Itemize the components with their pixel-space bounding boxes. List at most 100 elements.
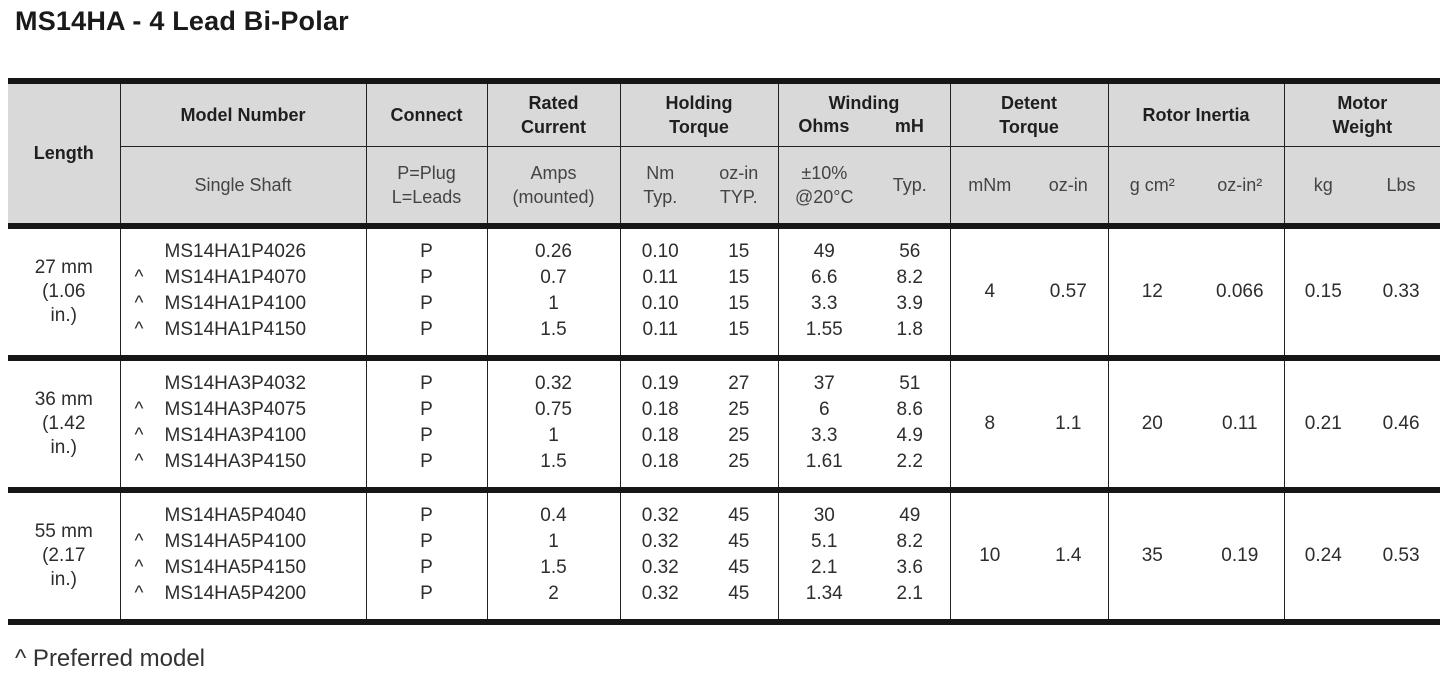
cell-length: 55 mm (2.17 in.) [34, 521, 93, 590]
cell-amps: 0.32 [486, 358, 620, 397]
subheader-winding-typ: Typ. [892, 174, 927, 195]
cell-detent-ozin: 1.1 [1055, 413, 1082, 434]
table-row: ^ MS14HA1P4150 P 1.5 0.11 15 1.55 1.8 [8, 317, 1440, 358]
cell-ohms: 1.61 [777, 449, 871, 490]
header-detent-torque: Detent Torque [949, 81, 1109, 147]
cell-nm: 0.10 [619, 226, 700, 265]
cell-connect: P [365, 449, 487, 490]
cell-rotor-ozin2: 0.066 [1216, 281, 1264, 302]
subheader-single-shaft: Single Shaft [119, 146, 366, 226]
cell-model: ^ MS14HA5P4100 [119, 529, 366, 555]
cell-nm: 0.18 [619, 449, 700, 490]
table-row: ^ MS14HA3P4150 P 1.5 0.18 25 1.61 2.2 [8, 449, 1440, 490]
cell-rotor-ozin2: 0.19 [1221, 545, 1259, 566]
cell-ohms: 3.3 [777, 423, 871, 449]
subheader-amps: Amps (mounted) [486, 146, 620, 226]
cell-ozin: 27 [728, 373, 750, 394]
cell-amps: 1 [486, 529, 620, 555]
block-36mm: 36 mm (1.42 in.) MS14HA3P4032 P 0.32 0.1… [8, 358, 1441, 490]
cell-nm: 0.18 [619, 423, 700, 449]
cell-ozin: 25 [728, 399, 750, 420]
cell-amps: 1.5 [486, 317, 620, 358]
cell-connect: P [365, 358, 487, 397]
subheader-nm-typ: Nm Typ. [619, 146, 700, 226]
cell-ozin: 45 [728, 505, 750, 526]
header-connect: Connect [365, 81, 487, 147]
cell-connect: P [365, 529, 487, 555]
cell-model: MS14HA5P4040 [119, 490, 366, 529]
cell-rotor-ozin2: 0.11 [1222, 413, 1258, 434]
cell-connect: P [365, 581, 487, 622]
cell-amps: 0.7 [486, 265, 620, 291]
cell-ohms: 1.55 [777, 317, 871, 358]
cell-ozin: 15 [728, 267, 750, 288]
table-row: 36 mm (1.42 in.) MS14HA3P4032 P 0.32 0.1… [8, 358, 1440, 490]
cell-model: MS14HA3P4032 [119, 358, 366, 397]
cell-mh: 51 [899, 373, 921, 394]
cell-detent-ozin: 0.57 [1049, 281, 1087, 302]
table-row: 55 mm (2.17 in.) MS14HA5P4040 P 0.4 0.32… [8, 490, 1440, 622]
cell-ozin: 15 [728, 319, 750, 340]
header-row-1: Length Model Number Connect Rated Curren… [8, 81, 1441, 163]
table-row: 27 mm (1.06 in.) MS14HA1P4026 P 0.26 0.1… [8, 226, 1440, 358]
cell-model: ^ MS14HA5P4200 [119, 581, 366, 622]
cell-ohms: 6 [777, 397, 871, 423]
cell-ohms: 37 [777, 358, 871, 397]
cell-mh: 8.2 [896, 531, 923, 552]
header-rated-current: Rated Current [486, 81, 620, 147]
cell-detent-mnm: 4 [949, 226, 1030, 358]
preferred-caret: ^ [134, 583, 144, 604]
cell-ohms: 3.3 [777, 291, 871, 317]
cell-ohms: 2.1 [777, 555, 871, 581]
cell-ozin: 25 [728, 451, 750, 472]
cell-detent-ozin: 1.4 [1055, 545, 1082, 566]
preferred-caret: ^ [134, 267, 144, 288]
header-winding: Winding Ohms mH [777, 81, 951, 147]
cell-ozin: 15 [728, 241, 750, 262]
cell-ohms: 5.1 [777, 529, 871, 555]
cell-ozin: 45 [728, 583, 750, 604]
preferred-caret: ^ [134, 293, 144, 314]
spec-table: Length Model Number Connect Rated Curren… [8, 78, 1441, 625]
cell-ohms: 6.6 [777, 265, 871, 291]
cell-detent-mnm: 8 [949, 358, 1030, 490]
cell-mh: 3.9 [896, 293, 923, 314]
cell-amps: 1 [486, 291, 620, 317]
cell-mh: 49 [899, 505, 921, 526]
page-title: MS14HA - 4 Lead Bi-Polar [15, 6, 349, 36]
cell-amps: 0.26 [486, 226, 620, 265]
cell-length: 27 mm (1.06 in.) [34, 257, 93, 326]
cell-ohms: 1.34 [777, 581, 871, 622]
model-number: MS14HA5P4150 [164, 557, 307, 578]
preferred-caret: ^ [134, 399, 144, 420]
model-number: MS14HA5P4200 [164, 583, 307, 604]
cell-connect: P [365, 226, 487, 265]
model-number: MS14HA3P4032 [164, 373, 307, 394]
header-winding-mh: mH [894, 116, 924, 136]
model-number: MS14HA5P4040 [164, 505, 307, 526]
header-row-2: Single Shaft P=Plug L=Leads Amps (mounte… [8, 146, 1440, 226]
cell-model: ^ MS14HA5P4150 [119, 555, 366, 581]
cell-weight-lbs: 0.33 [1382, 281, 1420, 302]
cell-amps: 1.5 [486, 449, 620, 490]
header-length: Length [33, 143, 94, 163]
table-row: ^ MS14HA5P4100 P 1 0.32 45 5.1 8.2 [8, 529, 1440, 555]
cell-connect: P [365, 423, 487, 449]
block-55mm: 55 mm (2.17 in.) MS14HA5P4040 P 0.4 0.32… [8, 490, 1441, 622]
cell-mh: 4.9 [896, 425, 923, 446]
model-number: MS14HA3P4075 [164, 399, 307, 420]
cell-amps: 1 [486, 423, 620, 449]
cell-nm: 0.10 [619, 291, 700, 317]
header-winding-line2: Ohms mH [779, 116, 950, 137]
model-number: MS14HA3P4100 [164, 425, 307, 446]
preferred-caret: ^ [134, 451, 144, 472]
cell-connect: P [365, 490, 487, 529]
cell-model: ^ MS14HA3P4100 [119, 423, 366, 449]
cell-nm: 0.32 [619, 581, 700, 622]
cell-weight-kg: 0.21 [1283, 358, 1363, 490]
cell-ozin: 45 [728, 557, 750, 578]
table-row: ^ MS14HA5P4150 P 1.5 0.32 45 2.1 3.6 [8, 555, 1440, 581]
cell-mh: 56 [899, 241, 921, 262]
cell-mh: 3.6 [896, 557, 923, 578]
subheader-gcm2: g cm² [1107, 146, 1197, 226]
